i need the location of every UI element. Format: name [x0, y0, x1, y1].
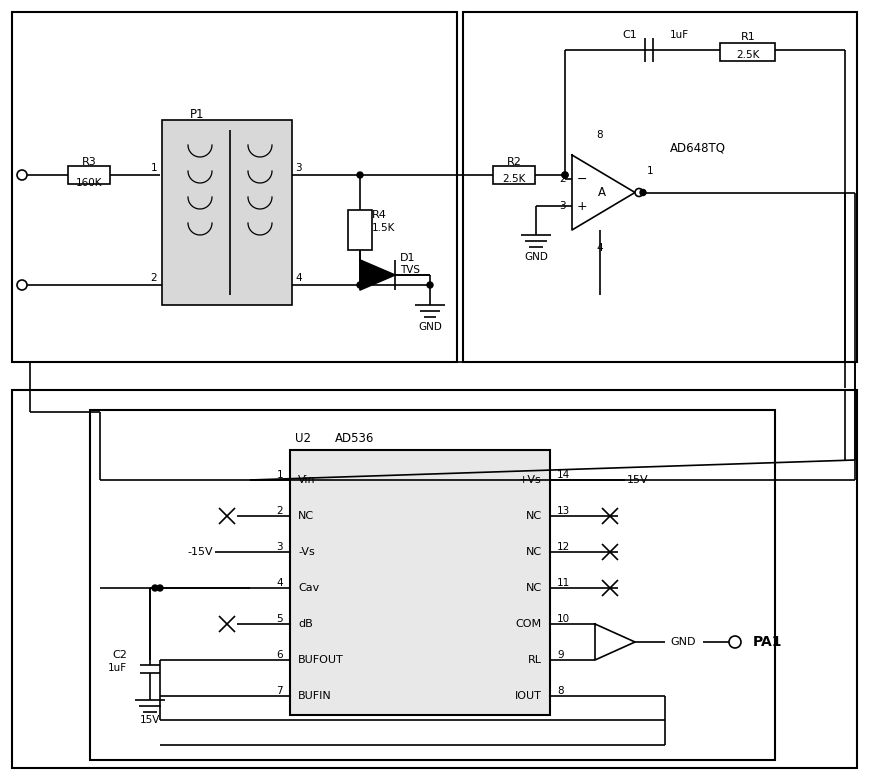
Text: 3: 3	[560, 201, 566, 211]
Circle shape	[729, 636, 741, 648]
Text: -15V: -15V	[188, 547, 213, 557]
Text: D1: D1	[400, 253, 415, 263]
Text: 1: 1	[647, 166, 653, 176]
Text: TVS: TVS	[400, 265, 420, 275]
Text: GND: GND	[418, 322, 442, 332]
Circle shape	[635, 189, 643, 197]
Text: NC: NC	[526, 547, 542, 557]
Bar	[68, 166, 110, 184]
Text: 3: 3	[276, 542, 283, 552]
Text: 1uF: 1uF	[108, 663, 127, 673]
Circle shape	[152, 585, 158, 591]
Text: NC: NC	[298, 511, 314, 521]
Text: BUFOUT: BUFOUT	[298, 655, 344, 665]
Text: AD648TQ: AD648TQ	[670, 141, 726, 155]
Bar	[162, 120, 292, 305]
Text: 11: 11	[557, 578, 570, 588]
Circle shape	[562, 172, 568, 178]
Circle shape	[357, 282, 363, 288]
Bar	[12, 390, 857, 768]
Text: P1: P1	[190, 107, 204, 120]
Text: C1: C1	[622, 30, 637, 40]
Bar	[90, 410, 775, 760]
Text: NC: NC	[526, 583, 542, 593]
Bar	[493, 166, 535, 184]
Text: 8: 8	[597, 130, 603, 140]
Text: BUFIN: BUFIN	[298, 691, 332, 701]
Text: 15V: 15V	[140, 715, 160, 725]
Text: 2: 2	[150, 273, 157, 283]
Circle shape	[17, 280, 27, 290]
Text: NC: NC	[526, 511, 542, 521]
Text: 5: 5	[276, 614, 283, 624]
Circle shape	[357, 172, 363, 178]
Text: 1: 1	[276, 470, 283, 480]
Circle shape	[157, 585, 163, 591]
Text: 10: 10	[557, 614, 570, 624]
Text: 1.5K: 1.5K	[372, 223, 395, 233]
Bar	[12, 12, 457, 362]
Text: 160K: 160K	[76, 178, 103, 188]
Text: 2.5K: 2.5K	[502, 174, 526, 184]
Text: 1: 1	[150, 163, 157, 173]
Text: dB: dB	[298, 619, 313, 629]
Text: A: A	[598, 186, 606, 199]
Text: 8: 8	[557, 686, 564, 696]
Text: 14: 14	[557, 470, 570, 480]
Text: −: −	[577, 172, 587, 186]
Text: 9: 9	[557, 650, 564, 660]
Bar	[290, 450, 550, 715]
Text: +: +	[577, 200, 587, 212]
Text: GND: GND	[670, 637, 695, 647]
Text: 4: 4	[276, 578, 283, 588]
Text: 15V: 15V	[627, 475, 648, 485]
Circle shape	[562, 172, 568, 178]
Text: AD536: AD536	[335, 431, 375, 444]
Text: R3: R3	[82, 157, 96, 167]
Text: 4: 4	[295, 273, 302, 283]
Bar	[463, 12, 857, 362]
Circle shape	[17, 170, 27, 180]
Text: +Vs: +Vs	[520, 475, 542, 485]
Circle shape	[427, 282, 433, 288]
Text: 2: 2	[276, 506, 283, 516]
Text: 12: 12	[557, 542, 570, 552]
Text: PA1: PA1	[753, 635, 782, 649]
Text: R2: R2	[507, 157, 521, 167]
Text: 2.5K: 2.5K	[736, 50, 760, 60]
Polygon shape	[572, 155, 635, 230]
Text: 4: 4	[597, 243, 603, 253]
Bar	[720, 43, 775, 61]
Text: U2: U2	[295, 431, 311, 444]
Text: RL: RL	[528, 655, 542, 665]
Text: 7: 7	[276, 686, 283, 696]
Text: R4: R4	[372, 210, 387, 220]
Text: GND: GND	[524, 252, 548, 262]
Text: 1uF: 1uF	[670, 30, 689, 40]
Text: Vin: Vin	[298, 475, 315, 485]
Text: 6: 6	[276, 650, 283, 660]
Circle shape	[640, 190, 646, 196]
Text: IOUT: IOUT	[515, 691, 542, 701]
Text: 2: 2	[560, 174, 566, 184]
Text: C2: C2	[112, 650, 127, 660]
Text: 3: 3	[295, 163, 302, 173]
Text: Cav: Cav	[298, 583, 319, 593]
Polygon shape	[595, 624, 635, 660]
Bar	[348, 210, 372, 250]
Text: 13: 13	[557, 506, 570, 516]
Text: R1: R1	[740, 32, 755, 42]
Text: -Vs: -Vs	[298, 547, 315, 557]
Polygon shape	[360, 260, 395, 290]
Text: COM: COM	[516, 619, 542, 629]
